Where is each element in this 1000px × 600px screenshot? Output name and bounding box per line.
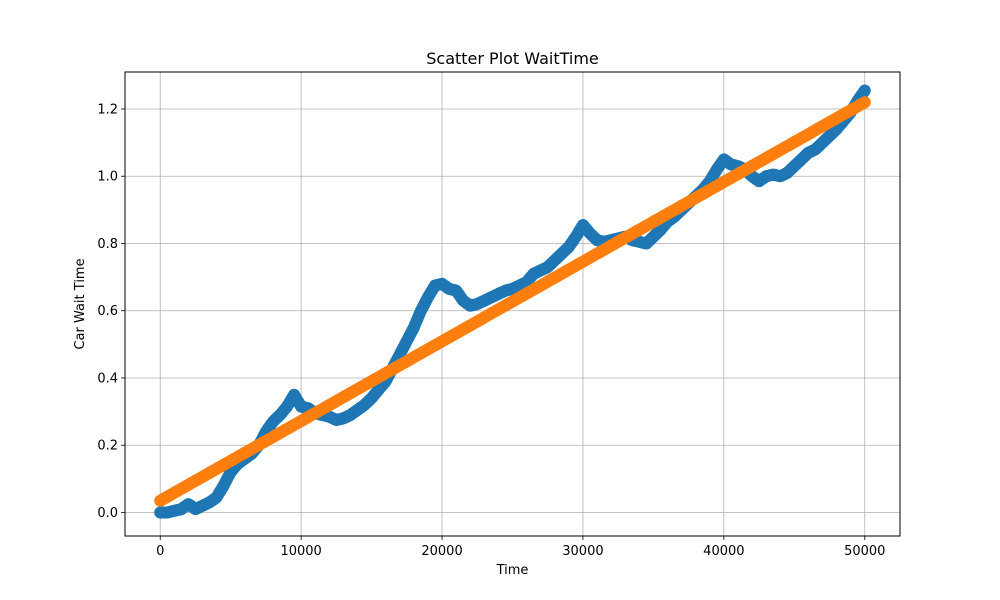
x-tick-label: 30000	[562, 544, 603, 559]
axis-ticks: 0 10000 20000 30000 40000 50000 0.0 0.2 0.4 0.6 0.…	[97, 102, 885, 559]
x-tick-label: 50000	[844, 544, 885, 559]
scatter-point	[858, 96, 871, 109]
x-tick-label: 40000	[703, 544, 744, 559]
chart-title: Scatter Plot WaitTime	[426, 49, 599, 68]
y-tick-label: 0.4	[97, 371, 118, 386]
x-axis-label: Time	[496, 563, 529, 578]
x-tick-label: 0	[156, 544, 164, 559]
grid-lines	[125, 72, 900, 536]
data-series	[154, 84, 871, 519]
y-tick-label: 0.0	[97, 506, 118, 521]
y-tick-label: 0.2	[97, 439, 118, 454]
y-tick-label: 1.0	[97, 170, 118, 185]
y-tick-label: 1.2	[97, 102, 118, 117]
series-2	[154, 96, 871, 507]
y-axis-label: Car Wait Time	[73, 258, 88, 349]
x-tick-label: 20000	[421, 544, 462, 559]
scatter-point	[858, 84, 871, 97]
y-tick-label: 0.8	[97, 237, 118, 252]
x-tick-label: 10000	[280, 544, 321, 559]
plot-frame	[124, 71, 901, 537]
y-tick-label: 0.6	[97, 304, 118, 319]
